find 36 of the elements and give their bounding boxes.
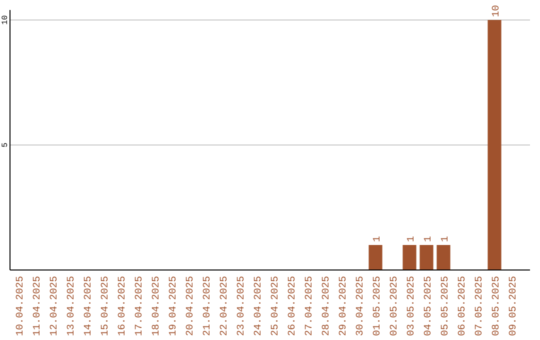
x-tick-label: 03.05.2025 [406, 276, 418, 336]
x-tick-label: 23.04.2025 [236, 276, 248, 336]
x-tick-label: 08.05.2025 [492, 276, 502, 336]
x-tick-label: 26.04.2025 [288, 276, 298, 336]
x-tick-label: 24.04.2025 [254, 276, 264, 336]
x-tick-label: 01.05.2025 [372, 276, 384, 336]
x-tick-label: 13.04.2025 [66, 276, 78, 336]
x-tick-label: 30.04.2025 [356, 276, 366, 336]
y-tick-label: 5 [1, 142, 10, 148]
x-tick-label: 28.04.2025 [322, 276, 332, 336]
x-tick-label: 27.04.2025 [304, 276, 316, 336]
x-tick-label: 07.05.2025 [474, 276, 486, 336]
x-tick-label: 06.05.2025 [458, 276, 468, 336]
x-tick-label: 04.05.2025 [424, 276, 434, 336]
x-tick-label: 15.04.2025 [100, 276, 112, 336]
data-label: 1 [406, 236, 418, 242]
x-tick-label: 14.04.2025 [84, 276, 94, 336]
x-tick-label: 12.04.2025 [50, 276, 60, 336]
x-tick-label: 29.04.2025 [338, 276, 350, 336]
x-tick-label: 19.04.2025 [168, 276, 180, 336]
x-tick-label: 05.05.2025 [440, 276, 452, 336]
x-tick-label: 17.04.2025 [134, 276, 146, 336]
x-tick-label: 11.04.2025 [32, 276, 44, 336]
x-tick-label: 02.05.2025 [390, 276, 400, 336]
x-tick-label: 25.04.2025 [270, 276, 282, 336]
x-tick-label: 10.04.2025 [16, 276, 26, 336]
x-tick-label: 16.04.2025 [118, 276, 128, 336]
data-label: 1 [440, 236, 452, 242]
data-label: 1 [372, 236, 384, 242]
x-tick-label: 09.05.2025 [508, 276, 520, 336]
x-tick-label: 18.04.2025 [152, 276, 162, 336]
x-tick-label: 20.04.2025 [186, 276, 196, 336]
data-label: 10 [492, 4, 502, 17]
data-label: 1 [424, 236, 434, 242]
x-tick-label: 22.04.2025 [220, 276, 230, 336]
x-tick-label: 21.04.2025 [202, 276, 214, 336]
